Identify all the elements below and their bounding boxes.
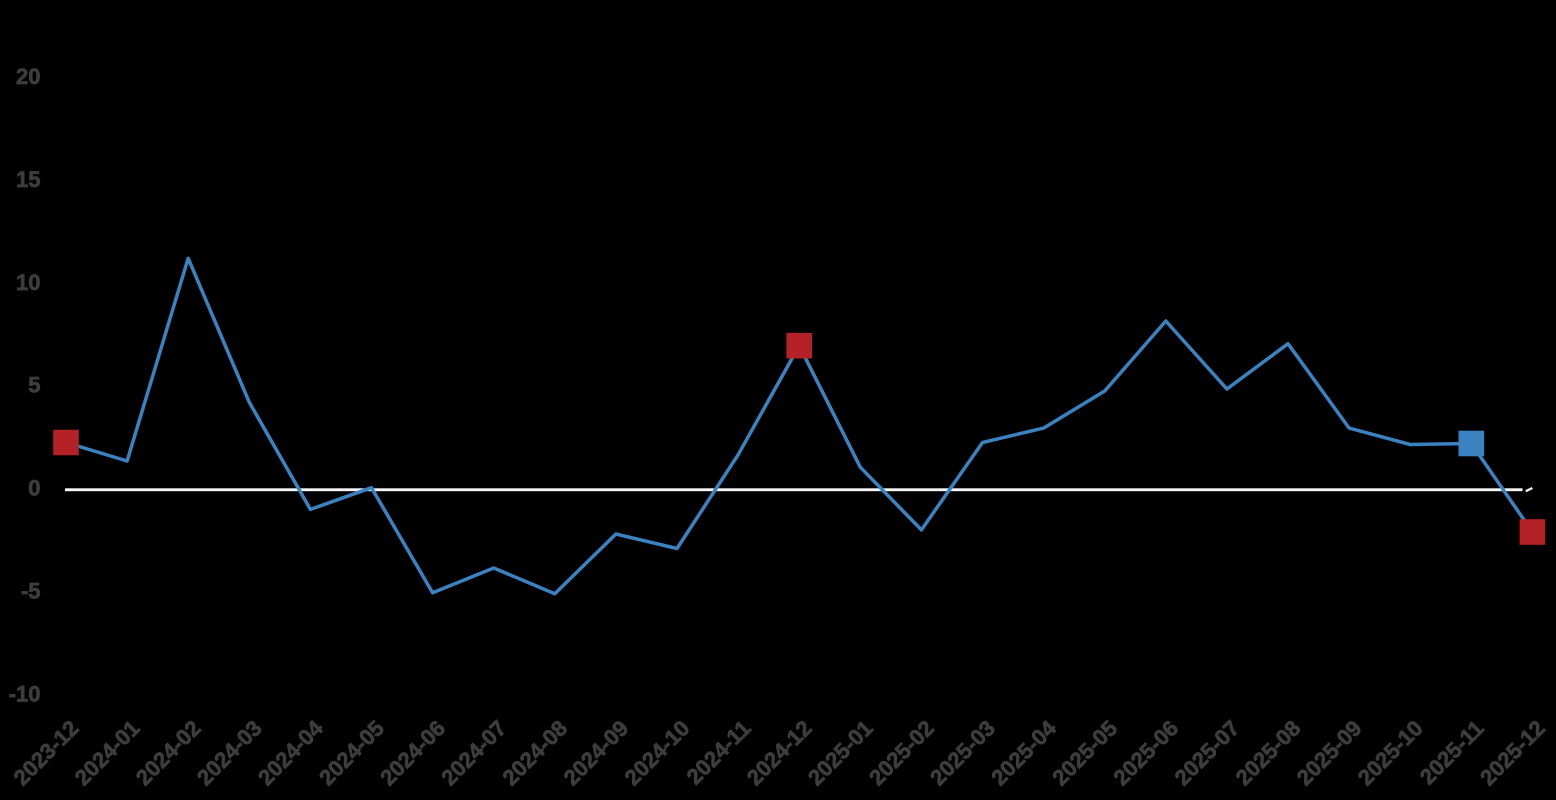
svg-text:-5: -5: [21, 579, 41, 604]
svg-text:0: 0: [28, 476, 40, 501]
svg-text:15: 15: [16, 167, 40, 192]
svg-text:-10: -10: [9, 681, 41, 706]
svg-text:10: 10: [16, 270, 40, 295]
svg-text:5: 5: [28, 373, 40, 398]
svg-text:20: 20: [16, 64, 40, 89]
